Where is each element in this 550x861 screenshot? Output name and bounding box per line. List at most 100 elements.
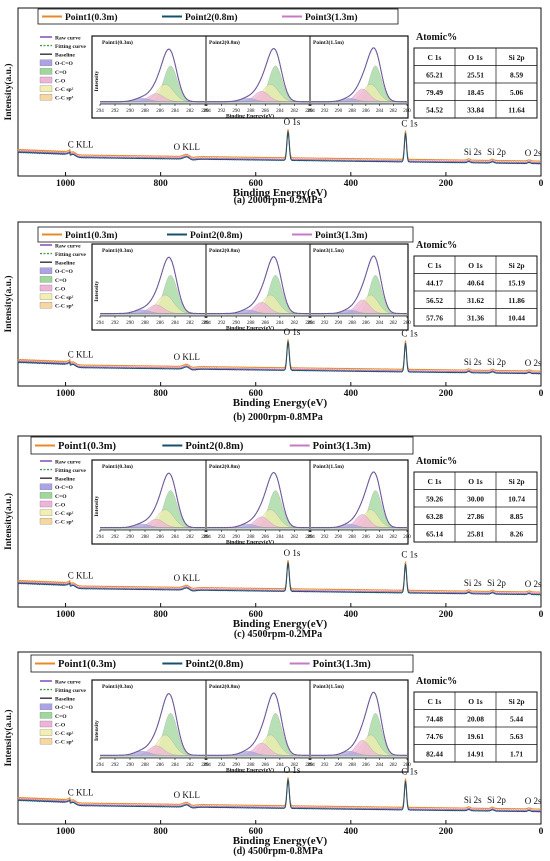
inset-title: Point1(0.3m) xyxy=(102,39,133,46)
inset-tick-label: 292 xyxy=(218,109,226,114)
inset-tick-label: 294 xyxy=(96,109,104,114)
x-tick-label: 800 xyxy=(154,179,169,189)
peak-label: O 1s xyxy=(284,117,301,127)
inset-legend-swatch xyxy=(39,302,53,309)
inset-tick-label: 294 xyxy=(203,763,211,768)
peak-label: C KLL xyxy=(68,788,94,798)
x-tick-label: 0 xyxy=(539,179,544,189)
inset-fit-curve xyxy=(311,471,407,528)
inset-tick-label: 280 xyxy=(403,321,411,326)
inset-baseline-fill xyxy=(311,101,407,104)
peak-label: C 1s xyxy=(401,550,418,560)
inset-baseline-fill xyxy=(100,101,205,104)
inset-title: Point2(0.8m) xyxy=(209,463,240,470)
atomic-cell: 5.06 xyxy=(510,88,523,97)
legend-entry: Point1(0.3m) xyxy=(58,659,117,670)
atomic-cell: 74.76 xyxy=(426,732,443,741)
y-axis-label: Intensity(a.u.) xyxy=(3,493,14,550)
plot-frame xyxy=(17,7,542,177)
peak-label: C 1s xyxy=(401,767,418,777)
inset-baseline-fill xyxy=(207,101,309,104)
inset-ylabel: Intensity xyxy=(94,281,100,302)
survey-point208m xyxy=(17,341,542,375)
peak-label: C KLL xyxy=(68,571,94,581)
inset-tick-label: 282 xyxy=(390,321,398,326)
inset-tick-label: 286 xyxy=(362,321,370,326)
atomic-title: Atomic% xyxy=(416,32,457,43)
atomic-cell: 40.64 xyxy=(467,278,484,287)
atomic-cell: 14.91 xyxy=(467,749,484,758)
inset-tick-label: 286 xyxy=(156,109,164,114)
legend-entry: Point2(0.8m) xyxy=(190,230,243,241)
inset-tick-label: 282 xyxy=(186,321,194,326)
inset-legend-entry: Raw curve xyxy=(55,243,81,249)
inset-title: Point1(0.3m) xyxy=(102,463,133,470)
atomic-cell: 8.85 xyxy=(510,512,523,521)
panel-caption: (b) 2000rpm-0.8MPa xyxy=(233,412,322,423)
inset-baseline-fill xyxy=(207,527,309,530)
inset-tick-label: 290 xyxy=(232,535,240,540)
x-tick-label: 1000 xyxy=(56,827,75,837)
atomic-cell: 15.19 xyxy=(508,278,525,287)
y-axis-label: Intensity(a.u.) xyxy=(3,63,14,120)
atomic-header: Si 2p xyxy=(508,697,524,706)
inset-tick-label: 288 xyxy=(141,321,149,326)
inset-tick-label: 292 xyxy=(111,535,119,540)
inset-tick-label: 294 xyxy=(307,535,315,540)
peak-label: C 1s xyxy=(401,119,418,129)
legend-box xyxy=(30,654,414,673)
atomic-header: O 1s xyxy=(468,53,482,62)
inset-legend-swatch xyxy=(39,738,53,745)
inset-baseline-fill xyxy=(311,313,407,316)
inset-fit-curve xyxy=(207,692,309,756)
inset-legend-swatch xyxy=(39,712,53,719)
inset-fit-curve xyxy=(100,48,205,102)
inset-legend-entry: Baseline xyxy=(55,477,75,483)
legend-entry: Point1(0.3m) xyxy=(58,441,117,452)
atomic-cell: 8.26 xyxy=(510,529,523,538)
inset-legend-swatch xyxy=(39,276,53,283)
inset-xlabel: Binding Energy(eV) xyxy=(226,539,274,546)
legend-box xyxy=(37,8,399,25)
plot-frame xyxy=(17,221,542,387)
inset-tick-label: 292 xyxy=(111,763,119,768)
legend-box xyxy=(37,226,414,243)
peak-label: O KLL xyxy=(174,142,200,152)
inset-raw-curve xyxy=(100,692,205,756)
atomic-header: Si 2p xyxy=(508,53,524,62)
inset-tick-label: 290 xyxy=(126,321,134,326)
inset-title: Point1(0.3m) xyxy=(102,683,133,690)
inset-legend-entry: C-C sp² xyxy=(55,295,74,301)
survey-point208m xyxy=(17,562,542,596)
inset-legend-swatch xyxy=(39,94,53,101)
inset-tick-label: 286 xyxy=(262,109,270,114)
inset-tick-label: 284 xyxy=(276,535,284,540)
atomic-cell: 1.71 xyxy=(510,749,523,758)
inset-legend-entry: C=O xyxy=(55,714,67,720)
inset-tick-label: 284 xyxy=(276,321,284,326)
inset-tick-label: 284 xyxy=(276,763,284,768)
inset-legend-swatch xyxy=(39,492,53,499)
inset-title: Point3(1.5m) xyxy=(313,463,344,470)
inset-tick-label: 282 xyxy=(390,535,398,540)
inset-legend-entry: O-C=O xyxy=(55,269,73,275)
inset-tick-label: 282 xyxy=(390,763,398,768)
x-tick-label: 800 xyxy=(154,827,169,837)
inset-tick-label: 290 xyxy=(335,763,343,768)
inset-tick-label: 294 xyxy=(203,109,211,114)
inset-legend-swatch xyxy=(39,76,53,84)
inset-tick-label: 280 xyxy=(201,763,209,768)
inset-xlabel: Binding Energy(eV) xyxy=(226,767,274,774)
inset-tick-label: 288 xyxy=(141,763,149,768)
inset-legend-entry: C=O xyxy=(55,70,67,76)
legend-entry: Point2(0.8m) xyxy=(185,441,244,452)
inset-tick-label: 294 xyxy=(307,321,315,326)
inset-title: Point3(1.5m) xyxy=(313,683,344,690)
inset-legend-entry: Raw curve xyxy=(55,679,81,685)
inset-tick-label: 292 xyxy=(218,763,226,768)
panel-caption: (a) 2000rpm-0.2MPa xyxy=(234,195,323,206)
x-tick-label: 400 xyxy=(344,179,359,189)
x-tick-label: 400 xyxy=(344,610,359,620)
x-tick-label: 800 xyxy=(154,389,169,399)
inset-title: Point2(0.8m) xyxy=(209,683,240,690)
